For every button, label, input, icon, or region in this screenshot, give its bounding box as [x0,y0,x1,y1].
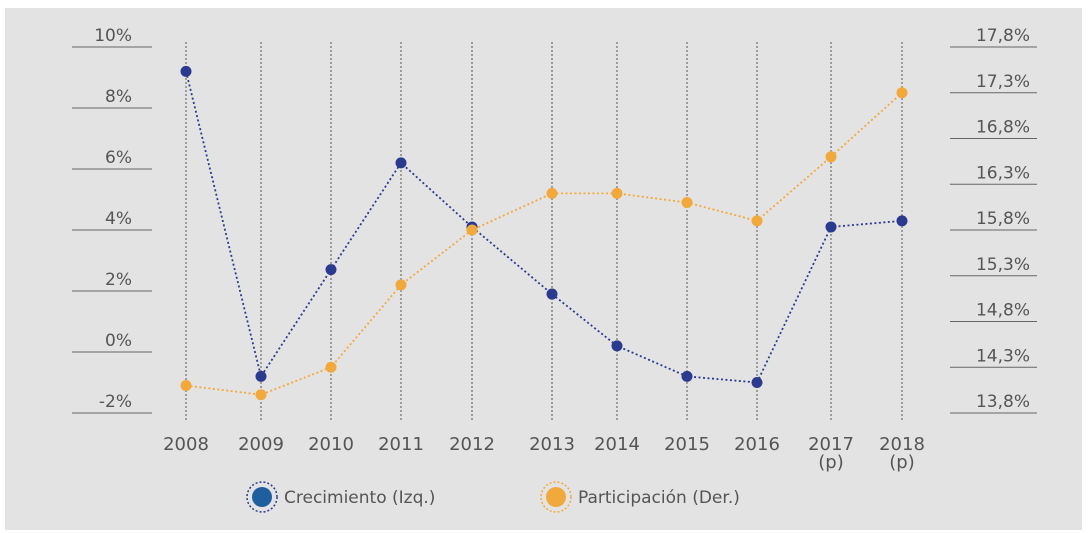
x-tick-label: 2011 [378,434,424,455]
x-tick-label: 2015 [664,434,710,455]
data-point [825,221,837,233]
data-point [825,151,837,163]
data-point [896,87,908,99]
legend-marker [246,481,278,513]
data-point [546,288,558,300]
y-tick-label: 0% [105,331,132,351]
legend-marker [540,481,572,513]
y-tick-label: 6% [105,148,132,168]
data-point [180,380,192,392]
x-tick-label: 2017 (p) [808,434,854,473]
x-tick-label: 2016 [734,434,780,455]
data-point [751,215,763,227]
y-tick-label: 2% [105,270,132,290]
y-tick-label: 8% [105,87,132,107]
x-tick-label: 2013 [529,434,575,455]
y2-tick-label: 14,3% [976,346,1030,366]
y-tick-label: 4% [105,209,132,229]
data-point [395,279,407,291]
data-point [255,389,267,401]
x-tick-label: 2009 [238,434,284,455]
data-point [395,157,407,169]
y2-tick-label: 16,3% [976,163,1030,183]
data-point [896,215,908,227]
y2-tick-label: 17,3% [976,72,1030,92]
legend-marker [546,487,566,507]
data-point [325,264,337,276]
x-tick-label: 2018 (p) [879,434,925,473]
data-point [255,370,267,382]
legend-label: Crecimiento (Izq.) [284,488,435,508]
data-point [681,370,693,382]
data-point [751,377,763,388]
legend-label: Participación (Der.) [578,488,740,508]
y2-tick-label: 15,3% [976,255,1030,275]
data-point [466,224,478,236]
x-tick-label: 2008 [163,434,209,455]
data-point [325,361,337,373]
data-point [681,197,693,209]
y2-tick-label: 17,8% [976,26,1030,46]
data-point [180,65,192,77]
y2-tick-label: 13,8% [976,392,1030,412]
data-point [611,187,623,199]
data-point [546,187,558,199]
y-tick-label: 10% [94,26,132,46]
y2-tick-label: 16,8% [976,118,1030,138]
x-tick-label: 2014 [594,434,640,455]
y-tick-label: -2% [99,392,132,412]
x-tick-label: 2010 [308,434,354,455]
data-point [611,340,623,352]
x-tick-label: 2012 [449,434,495,455]
legend-marker [252,487,272,507]
y2-tick-label: 15,8% [976,209,1030,229]
y2-tick-label: 14,8% [976,301,1030,321]
